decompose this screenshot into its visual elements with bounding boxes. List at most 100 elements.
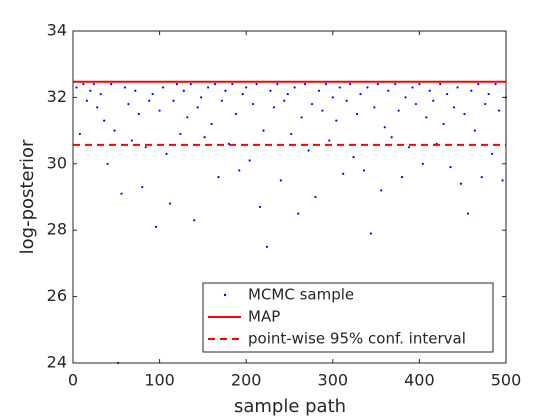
point xyxy=(182,89,185,92)
point xyxy=(314,195,317,199)
point xyxy=(442,122,445,126)
point xyxy=(92,83,95,86)
point xyxy=(466,212,469,215)
point xyxy=(324,83,327,86)
x-tick-label: 0 xyxy=(68,371,78,390)
point xyxy=(307,149,310,152)
point xyxy=(123,86,127,89)
point xyxy=(155,225,158,228)
point xyxy=(497,109,501,112)
point xyxy=(206,86,210,89)
point xyxy=(300,116,303,119)
point xyxy=(290,132,293,136)
y-tick-label: 28 xyxy=(47,220,67,239)
point xyxy=(449,166,452,169)
point xyxy=(342,172,345,175)
point xyxy=(297,212,300,215)
y-tick-label: 30 xyxy=(47,153,67,172)
point xyxy=(355,112,359,116)
point xyxy=(217,175,220,179)
point xyxy=(480,175,483,179)
point xyxy=(203,136,206,139)
point xyxy=(470,89,473,92)
point xyxy=(349,83,352,86)
point xyxy=(248,159,251,162)
plot-frame xyxy=(72,30,507,364)
point xyxy=(238,169,241,172)
point xyxy=(428,89,431,92)
legend-label: MCMC sample xyxy=(248,286,354,304)
point xyxy=(456,86,459,89)
legend-box xyxy=(202,282,494,353)
point xyxy=(446,92,449,96)
point xyxy=(137,112,140,116)
point xyxy=(425,116,428,119)
point xyxy=(418,83,421,86)
point xyxy=(113,129,116,132)
point xyxy=(331,96,334,99)
point xyxy=(234,112,237,116)
point xyxy=(390,136,393,139)
point xyxy=(193,219,196,222)
point xyxy=(335,119,338,122)
point xyxy=(82,83,85,86)
point xyxy=(252,102,255,106)
point xyxy=(265,245,269,248)
point xyxy=(491,152,494,155)
point xyxy=(487,92,490,96)
point xyxy=(161,86,165,89)
point xyxy=(359,92,362,96)
point xyxy=(158,109,161,112)
point xyxy=(452,106,456,109)
point xyxy=(414,102,418,106)
point xyxy=(96,106,99,109)
point xyxy=(78,132,82,136)
x-tick-label: 300 xyxy=(318,371,349,390)
point xyxy=(189,83,192,86)
point xyxy=(255,83,258,86)
point xyxy=(338,86,341,89)
point xyxy=(130,139,133,142)
point xyxy=(103,119,106,122)
point xyxy=(477,83,480,86)
point xyxy=(352,156,355,159)
point xyxy=(345,99,348,102)
x-tick-label: 200 xyxy=(231,371,262,390)
y-tick-label: 24 xyxy=(47,353,67,372)
point xyxy=(380,189,383,192)
point xyxy=(459,182,463,185)
point xyxy=(144,146,147,149)
point xyxy=(127,102,130,106)
point xyxy=(110,83,113,86)
point xyxy=(310,102,314,106)
point xyxy=(196,106,199,109)
point xyxy=(494,83,497,86)
point xyxy=(400,175,404,179)
point xyxy=(75,86,78,89)
x-tick-label: 500 xyxy=(491,371,522,390)
point xyxy=(383,126,386,129)
point xyxy=(141,185,144,189)
point xyxy=(231,83,234,86)
point xyxy=(473,129,476,132)
point xyxy=(165,152,168,155)
point xyxy=(362,169,366,172)
point xyxy=(258,205,262,209)
point xyxy=(262,129,265,132)
point xyxy=(186,116,189,119)
point xyxy=(241,92,244,96)
point xyxy=(210,122,213,126)
point xyxy=(373,106,376,109)
point xyxy=(366,86,369,89)
point xyxy=(463,112,466,116)
point xyxy=(168,202,172,205)
point xyxy=(220,99,224,102)
point xyxy=(328,139,331,142)
point xyxy=(172,99,175,102)
point xyxy=(321,109,324,112)
point xyxy=(411,86,414,89)
x-tick-label: 100 xyxy=(144,371,175,390)
y-tick-label: 26 xyxy=(47,286,67,305)
point xyxy=(293,86,296,89)
